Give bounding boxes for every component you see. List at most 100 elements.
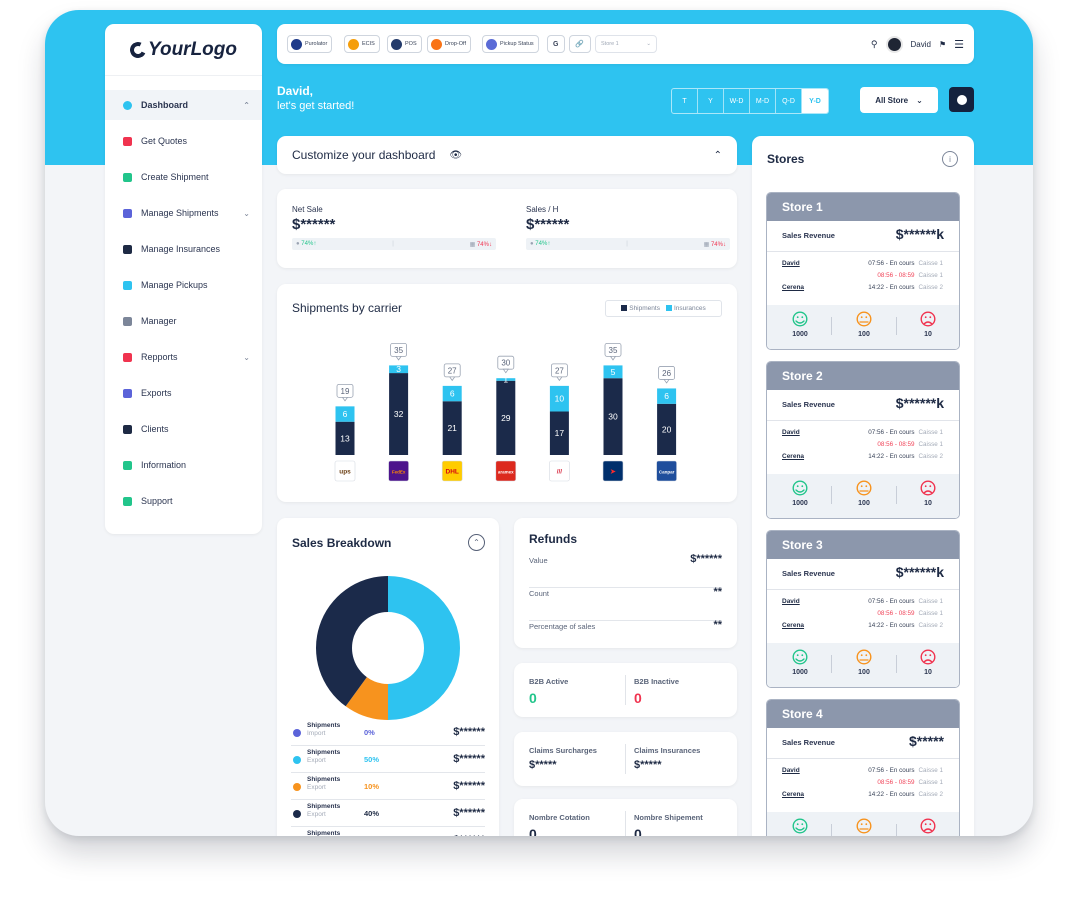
sidebar-item-information[interactable]: Information [105, 450, 262, 480]
quick-button-3[interactable]: Drop-Off [427, 35, 471, 53]
sidebar-item-get-quotes[interactable]: Get Quotes [105, 126, 262, 156]
bar-shipments[interactable] [496, 380, 516, 455]
period-q-d[interactable]: Q-D [776, 89, 802, 113]
chevron-up-icon[interactable]: ⌃ [713, 149, 722, 161]
customize-dashboard-bar[interactable]: Customize your dashboard 👁 ⌃ [277, 136, 737, 174]
register-label: Caisse 1 [918, 441, 944, 448]
chevron-down-icon[interactable]: ⌄ [243, 208, 250, 218]
donut-slice-1[interactable] [388, 576, 460, 720]
search-icon[interactable]: ⚲ [870, 38, 878, 49]
sidebar-item-clients[interactable]: Clients [105, 414, 262, 444]
sidebar: YourLogo Dashboard ⌃ Get Quotes Create Ship… [105, 24, 262, 534]
chevron-up-icon[interactable]: ⌃ [243, 100, 250, 110]
user-name[interactable]: David [910, 39, 931, 49]
store-card[interactable]: Store 4 Sales Revenue $***** David Cerena 07:… [766, 699, 960, 836]
sidebar-item-label: Manage Pickups [141, 280, 208, 290]
chat-icon [123, 496, 132, 506]
bar-insurances[interactable] [549, 385, 569, 412]
bar-insurances[interactable] [442, 385, 462, 402]
logo[interactable]: YourLogo [105, 24, 262, 76]
period-t[interactable]: T [672, 89, 698, 113]
sidebar-item-manage-insurances[interactable]: Manage Insurances [105, 234, 262, 264]
bar-group-canada-post[interactable]: 17 10 27 /// [549, 363, 570, 482]
quick-button-6[interactable]: 🔗 [569, 35, 591, 53]
employee-link[interactable]: David [782, 429, 800, 436]
neutral-face-icon: 100 [844, 311, 884, 338]
sidebar-item-exports[interactable]: Exports [105, 378, 262, 408]
cotation-value: 0 [529, 826, 537, 836]
donut-slice-3[interactable] [315, 576, 388, 707]
quick-button-2[interactable]: POS [387, 35, 422, 53]
sidebar-item-manage-pickups[interactable]: Manage Pickups [105, 270, 262, 300]
satisfaction-count: 1000 [792, 500, 808, 507]
quick-button-4[interactable]: Pickup Status [482, 35, 539, 53]
bar-shipments[interactable] [389, 373, 409, 455]
info-icon[interactable]: i [942, 151, 958, 167]
employee-link[interactable]: David [782, 598, 800, 605]
claims-insurances-value: $***** [634, 759, 662, 771]
store-card[interactable]: Store 2 Sales Revenue $******k David Cerena 0… [766, 361, 960, 519]
row-name-label: Shipments [307, 803, 341, 810]
bar-group-ups[interactable]: 13 6 19 ups [334, 383, 356, 482]
bar-group-dhl[interactable]: 21 6 27 DHL [441, 363, 463, 482]
settings-button[interactable] [949, 87, 974, 112]
avatar[interactable] [885, 35, 903, 53]
sidebar-item-create-shipment[interactable]: Create Shipment [105, 162, 262, 192]
bar-insurances[interactable] [657, 388, 677, 404]
bar-shipments[interactable] [442, 401, 462, 455]
bar-insurances[interactable] [335, 406, 355, 422]
store-select[interactable]: Store 1 ⌄ [595, 35, 657, 53]
bar-group-purolator[interactable]: 30 5 35 ➤ [602, 343, 624, 482]
collapse-button[interactable]: ⌃ [468, 534, 485, 551]
all-store-dropdown[interactable]: All Store ⌄ [860, 87, 938, 113]
period-m-d[interactable]: M-D [750, 89, 776, 113]
happy-face-icon: 1000 [780, 818, 820, 836]
sidebar-item-label: Support [141, 496, 173, 506]
sidebar-item-support[interactable]: Support [105, 486, 262, 516]
sidebar-item-label: Clients [141, 424, 169, 434]
donut-slice-2[interactable] [345, 677, 388, 720]
employee-link[interactable]: David [782, 767, 800, 774]
sidebar-item-dashboard[interactable]: Dashboard ⌃ [105, 90, 262, 120]
bar-shipments[interactable] [549, 411, 569, 455]
bell-icon[interactable]: ⚑ [938, 39, 947, 49]
bar-shipments[interactable] [603, 378, 623, 455]
shift-time: 14:22 - En cours [868, 284, 915, 291]
store-card[interactable]: Store 3 Sales Revenue $******k David Cerena 0… [766, 530, 960, 688]
row-name: Shipments Import [307, 722, 340, 738]
period-w-d[interactable]: W-D [724, 89, 750, 113]
bar-insurances[interactable] [389, 365, 409, 374]
carrier-logo-text: Canpar [659, 470, 675, 475]
employee-link[interactable]: Cerena [782, 622, 805, 629]
chevron-down-icon[interactable]: ⌄ [243, 352, 250, 362]
bar-insurances[interactable] [603, 365, 623, 379]
employee-link[interactable]: Cerena [782, 284, 805, 291]
eye-off-icon[interactable]: 👁 [449, 149, 463, 161]
happy-face-icon: 1000 [780, 311, 820, 338]
bar-group-aramex[interactable]: 29 1 30 aramex [495, 355, 517, 482]
bar-group-fedex[interactable]: 32 3 35 FedEx [388, 343, 409, 482]
store-card[interactable]: Store 1 Sales Revenue $******k David Cerena 0… [766, 192, 960, 350]
employee-link[interactable]: Cerena [782, 791, 805, 798]
quick-button-5[interactable]: G [547, 35, 566, 53]
bar-shipments[interactable] [657, 403, 677, 455]
quick-button-0[interactable]: Purolator [287, 35, 333, 53]
employee-link[interactable]: Cerena [782, 453, 805, 460]
employee-link[interactable]: David [782, 260, 800, 267]
bar-shipments[interactable] [335, 421, 355, 455]
register-label: Caisse 1 [918, 779, 944, 786]
bar-group-canpar[interactable]: 20 6 26 Canpar [656, 366, 677, 482]
bar-label-insurances: 6 [664, 391, 669, 401]
sales-breakdown-title: Sales Breakdown [292, 536, 392, 550]
menu-icon[interactable]: ☰ [954, 38, 964, 51]
sidebar-item-manager[interactable]: Manager [105, 306, 262, 336]
bar-insurances[interactable] [496, 378, 516, 381]
period-y[interactable]: Y [698, 89, 724, 113]
sidebar-item-repports[interactable]: Repports ⌄ [105, 342, 262, 372]
period-y-d[interactable]: Y-D [802, 89, 828, 113]
quick-button-1[interactable]: ECIS [344, 35, 380, 53]
shift-event: 14:22 - En cours Caisse 2 [837, 284, 943, 291]
sidebar-item-manage-shipments[interactable]: Manage Shipments ⌄ [105, 198, 262, 228]
quote-icon [123, 136, 132, 146]
